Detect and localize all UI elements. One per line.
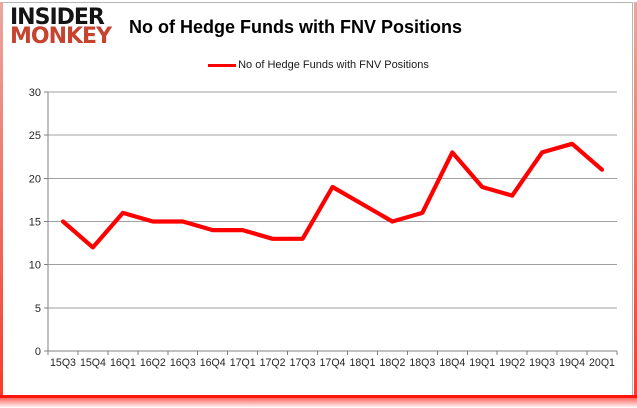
series-line xyxy=(60,141,605,250)
x-tick-label: 18Q2 xyxy=(379,357,405,369)
x-tick-label: 19Q2 xyxy=(499,357,525,369)
x-tick-label: 16Q2 xyxy=(140,357,166,369)
x-tick-label: 20Q1 xyxy=(589,357,615,369)
x-tick-label: 19Q1 xyxy=(469,357,495,369)
chart-legend: No of Hedge Funds with FNV Positions xyxy=(0,59,637,71)
logo-word-insider: INSIDER xyxy=(10,4,105,31)
y-tick-label: 25 xyxy=(29,130,41,142)
x-tick-label: 15Q4 xyxy=(80,357,106,369)
x-tick-label: 15Q3 xyxy=(50,357,76,369)
x-tick-label: 18Q4 xyxy=(439,357,465,369)
x-tick-label: 18Q1 xyxy=(349,357,375,369)
insider-monkey-logo: INSIDER MONKEY xyxy=(10,4,112,50)
hedge-funds-line-chart: 0 5 10 15 20 25 30 15Q3 15Q4 16Q1 16Q2 16Q3 16Q4 17Q1… xyxy=(29,87,618,369)
x-tick-label: 19Q4 xyxy=(559,357,585,369)
frame-bottom-bar xyxy=(0,395,637,398)
x-tick-label: 18Q3 xyxy=(409,357,435,369)
y-tick-label: 5 xyxy=(35,303,41,315)
legend-line-swatch-icon xyxy=(208,63,237,67)
legend-series-label: No of Hedge Funds with FNV Positions xyxy=(238,59,429,71)
x-tick-label: 17Q2 xyxy=(260,357,286,369)
x-tick-label: 19Q3 xyxy=(529,357,555,369)
frame-right-edge xyxy=(634,2,637,398)
x-tick-label: 16Q1 xyxy=(110,357,136,369)
x-tick-label: 17Q1 xyxy=(230,357,256,369)
logo-word-monkey: MONKEY xyxy=(10,24,112,50)
frame-left-edge xyxy=(0,2,3,398)
x-tick-label: 16Q4 xyxy=(200,357,226,369)
x-tick-label: 17Q4 xyxy=(320,357,346,369)
y-tick-label: 30 xyxy=(29,87,41,99)
y-tick-label: 0 xyxy=(35,346,41,358)
y-tick-label: 10 xyxy=(29,260,41,272)
frame-bottom-glow xyxy=(0,398,637,408)
y-tick-label: 15 xyxy=(29,217,41,229)
x-tick-label: 17Q3 xyxy=(290,357,316,369)
chart-header: INSIDER MONKEY No of Hedge Funds with FN… xyxy=(10,4,463,50)
chart-title: No of Hedge Funds with FNV Positions xyxy=(129,16,463,37)
y-tick-label: 20 xyxy=(29,173,41,185)
x-tick-label: 16Q3 xyxy=(170,357,196,369)
